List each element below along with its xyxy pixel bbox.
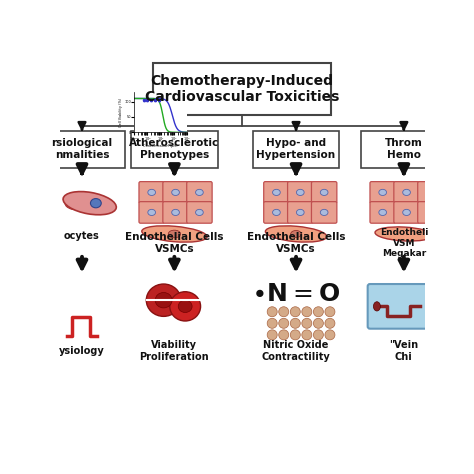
Ellipse shape <box>296 210 304 216</box>
Ellipse shape <box>267 330 277 340</box>
Ellipse shape <box>146 284 181 316</box>
Text: ocytes: ocytes <box>64 230 100 240</box>
Text: Endothelial Cells
VSMCs: Endothelial Cells VSMCs <box>125 232 224 254</box>
Text: $\bullet$N$=$O: $\bullet$N$=$O <box>251 282 341 306</box>
FancyBboxPatch shape <box>288 201 313 223</box>
Ellipse shape <box>320 189 328 195</box>
Ellipse shape <box>91 199 101 208</box>
Ellipse shape <box>273 210 280 216</box>
FancyBboxPatch shape <box>418 182 443 203</box>
FancyBboxPatch shape <box>311 182 337 203</box>
Ellipse shape <box>148 210 155 216</box>
Ellipse shape <box>267 319 277 328</box>
Ellipse shape <box>273 189 280 195</box>
Ellipse shape <box>313 330 323 340</box>
Ellipse shape <box>168 230 181 238</box>
Ellipse shape <box>374 302 380 311</box>
Ellipse shape <box>279 330 289 340</box>
FancyBboxPatch shape <box>288 182 313 203</box>
Ellipse shape <box>172 189 179 195</box>
Ellipse shape <box>267 307 277 317</box>
Text: "Vein
Chi: "Vein Chi <box>389 340 419 362</box>
FancyBboxPatch shape <box>394 201 419 223</box>
Ellipse shape <box>148 189 155 195</box>
Ellipse shape <box>142 226 207 242</box>
Ellipse shape <box>379 189 386 195</box>
Ellipse shape <box>302 330 312 340</box>
Bar <box>253 131 339 168</box>
Text: Throm
Hemo: Throm Hemo <box>385 138 423 160</box>
Ellipse shape <box>155 292 172 308</box>
Ellipse shape <box>65 201 80 210</box>
Ellipse shape <box>279 307 289 317</box>
Ellipse shape <box>313 307 323 317</box>
FancyBboxPatch shape <box>163 201 188 223</box>
Ellipse shape <box>427 189 434 195</box>
Text: rsiological
nmalities: rsiological nmalities <box>52 138 112 160</box>
FancyBboxPatch shape <box>370 182 395 203</box>
Bar <box>153 63 331 115</box>
Text: Endotheli
VSM
Megakar: Endotheli VSM Megakar <box>380 228 428 258</box>
Ellipse shape <box>302 319 312 328</box>
Ellipse shape <box>279 319 289 328</box>
FancyBboxPatch shape <box>139 201 164 223</box>
Ellipse shape <box>403 189 410 195</box>
Text: Endothelial Cells
VSMCs: Endothelial Cells VSMCs <box>247 232 345 254</box>
Ellipse shape <box>291 230 301 237</box>
Text: ysiology: ysiology <box>59 346 105 356</box>
FancyBboxPatch shape <box>264 182 289 203</box>
Text: Atherosclerotic
Phenotypes: Atherosclerotic Phenotypes <box>129 138 219 160</box>
Ellipse shape <box>290 307 301 317</box>
FancyBboxPatch shape <box>139 182 164 203</box>
Ellipse shape <box>196 189 203 195</box>
FancyBboxPatch shape <box>264 201 289 223</box>
Ellipse shape <box>290 330 301 340</box>
Ellipse shape <box>375 227 433 241</box>
Bar <box>131 131 218 168</box>
Ellipse shape <box>403 210 410 216</box>
FancyBboxPatch shape <box>370 201 395 223</box>
Ellipse shape <box>178 300 192 312</box>
Ellipse shape <box>325 319 335 328</box>
Ellipse shape <box>325 330 335 340</box>
Ellipse shape <box>63 191 116 215</box>
FancyBboxPatch shape <box>311 201 337 223</box>
Bar <box>361 131 447 168</box>
FancyBboxPatch shape <box>163 182 188 203</box>
Ellipse shape <box>313 319 323 328</box>
FancyBboxPatch shape <box>368 284 428 328</box>
Ellipse shape <box>302 307 312 317</box>
Ellipse shape <box>325 307 335 317</box>
Ellipse shape <box>296 189 304 195</box>
FancyBboxPatch shape <box>187 182 212 203</box>
FancyBboxPatch shape <box>418 201 443 223</box>
FancyBboxPatch shape <box>394 182 419 203</box>
Text: Nitric Oxide
Contractility: Nitric Oxide Contractility <box>262 340 330 362</box>
Ellipse shape <box>196 210 203 216</box>
Text: Hypo- and
Hypertension: Hypo- and Hypertension <box>256 138 336 160</box>
Ellipse shape <box>379 210 386 216</box>
Text: Chemotherapy-Induced
Cardiovascular Toxicities: Chemotherapy-Induced Cardiovascular Toxi… <box>145 74 339 104</box>
Bar <box>39 131 125 168</box>
Text: Viability
Proliferation: Viability Proliferation <box>139 340 209 362</box>
Ellipse shape <box>172 210 179 216</box>
Ellipse shape <box>427 210 434 216</box>
Ellipse shape <box>290 319 301 328</box>
Ellipse shape <box>320 210 328 216</box>
Ellipse shape <box>265 226 327 242</box>
FancyBboxPatch shape <box>187 201 212 223</box>
Ellipse shape <box>170 292 201 321</box>
